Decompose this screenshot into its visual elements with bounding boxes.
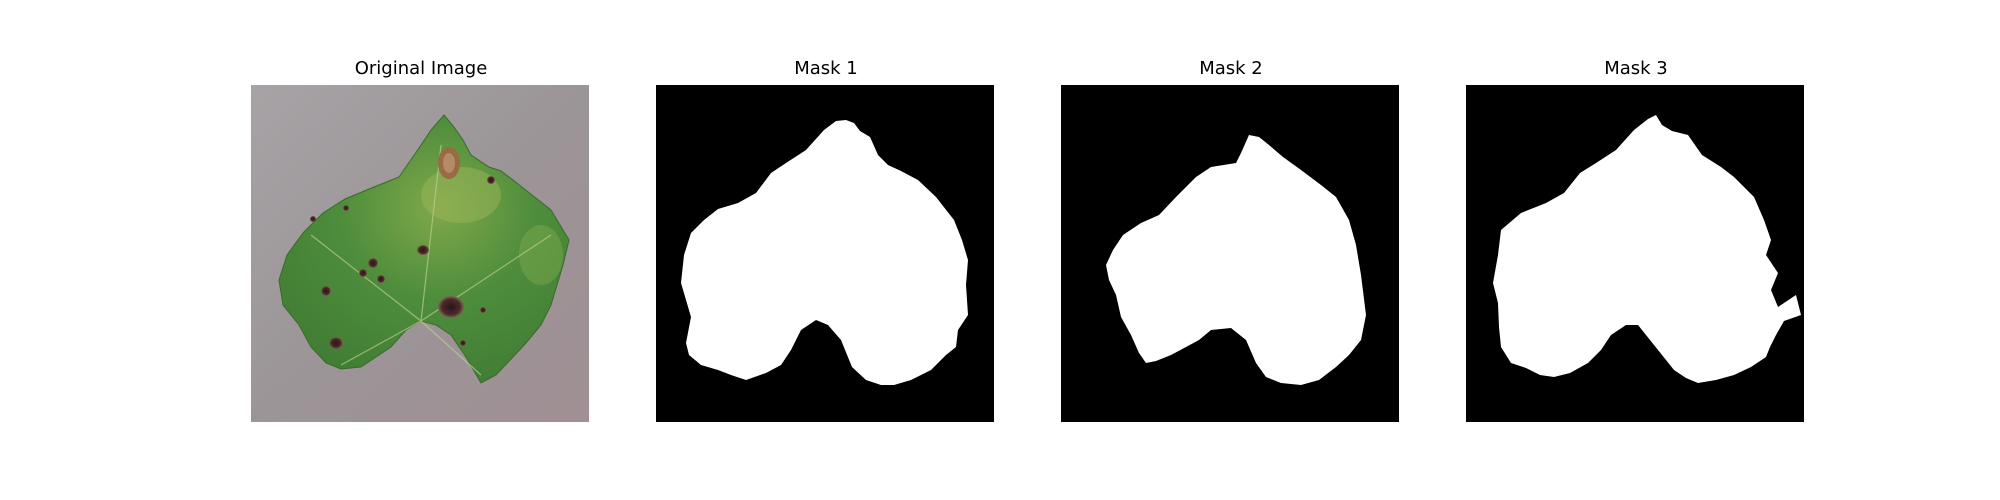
- lesion-spot: [329, 337, 343, 349]
- lesion-brown-center: [443, 153, 455, 173]
- original-leaf-photo: [251, 85, 589, 422]
- mask-region: [1493, 115, 1801, 383]
- panel-title-mask-3: Mask 3: [1604, 58, 1668, 79]
- panel-title-mask-2: Mask 2: [1199, 58, 1263, 79]
- mask-region: [1106, 135, 1366, 385]
- leaf-veins: [310, 144, 552, 376]
- lesion-spot: [310, 216, 316, 222]
- lesion-spot: [359, 269, 367, 277]
- lesion-spot: [460, 340, 466, 346]
- mask-region: [681, 120, 968, 385]
- lesion-spot: [321, 286, 331, 296]
- lesion-spot: [368, 258, 378, 268]
- mask-speck: [1244, 175, 1246, 177]
- panel-title-original: Original Image: [354, 58, 488, 79]
- leaf-yellowing: [421, 167, 501, 223]
- lesion-spot: [487, 176, 495, 184]
- lesion-spot: [438, 296, 464, 318]
- leaf-yellowing-edge: [519, 225, 563, 285]
- mask-speck: [1241, 169, 1243, 171]
- lesion-spot: [417, 245, 429, 255]
- lesion-spot: [343, 205, 349, 211]
- lesion-spot: [377, 275, 385, 283]
- mask-2-image: [1061, 85, 1399, 422]
- lesion-spot: [480, 307, 486, 313]
- mask-1-image: [656, 85, 994, 422]
- panel-title-mask-1: Mask 1: [794, 58, 858, 79]
- mask-3-image: [1466, 85, 1804, 422]
